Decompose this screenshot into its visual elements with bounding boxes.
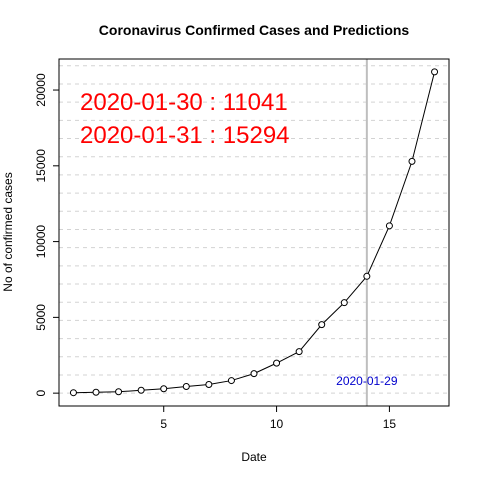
- y-axis-label: No of confirmed cases: [1, 172, 15, 291]
- x-tick-label-10: 10: [270, 417, 284, 431]
- y-tick-label-5000: 5000: [34, 304, 48, 331]
- data-point-2: [92, 388, 100, 396]
- x-axis-label: Date: [241, 450, 267, 464]
- axes: 5 10 15 0 5000 10000 15000 20000: [34, 73, 396, 431]
- data-point-1: [69, 389, 77, 397]
- vertical-marker: 2020-01-29: [336, 59, 398, 406]
- x-tick-label-15: 15: [383, 417, 397, 431]
- data-point-6: [182, 382, 190, 390]
- data-point-9: [250, 370, 258, 378]
- annotation-2: 2020-01-31 : 15294: [80, 122, 290, 149]
- data-point-10: [273, 359, 281, 367]
- x-tick-label-5: 5: [160, 417, 167, 431]
- data-point-3: [115, 388, 123, 396]
- data-point-12: [318, 321, 326, 329]
- y-tick-label-0: 0: [34, 389, 48, 396]
- annotation-1: 2020-01-30 : 11041: [80, 89, 288, 116]
- y-tick-label-10000: 10000: [34, 225, 48, 259]
- data-point-5: [160, 385, 168, 393]
- data-point-11: [295, 348, 303, 356]
- data-point-7: [205, 381, 213, 389]
- y-tick-label-15000: 15000: [34, 149, 48, 183]
- plot-frame: [58, 58, 450, 407]
- annotations: 2020-01-30 : 11041 2020-01-31 : 15294: [80, 89, 290, 149]
- data-point-17: [431, 68, 439, 76]
- data-point-14: [363, 272, 371, 280]
- series: [69, 68, 439, 397]
- grid: [59, 65, 449, 394]
- data-point-13: [340, 299, 348, 307]
- data-point-15: [385, 222, 393, 230]
- data-point-8: [227, 377, 235, 385]
- y-tick-label-20000: 20000: [34, 73, 48, 107]
- data-point-16: [408, 157, 416, 165]
- chart-title: Coronavirus Confirmed Cases and Predicti…: [99, 22, 410, 38]
- data-point-4: [137, 386, 145, 394]
- vertical-reference-label: 2020-01-29: [336, 374, 398, 388]
